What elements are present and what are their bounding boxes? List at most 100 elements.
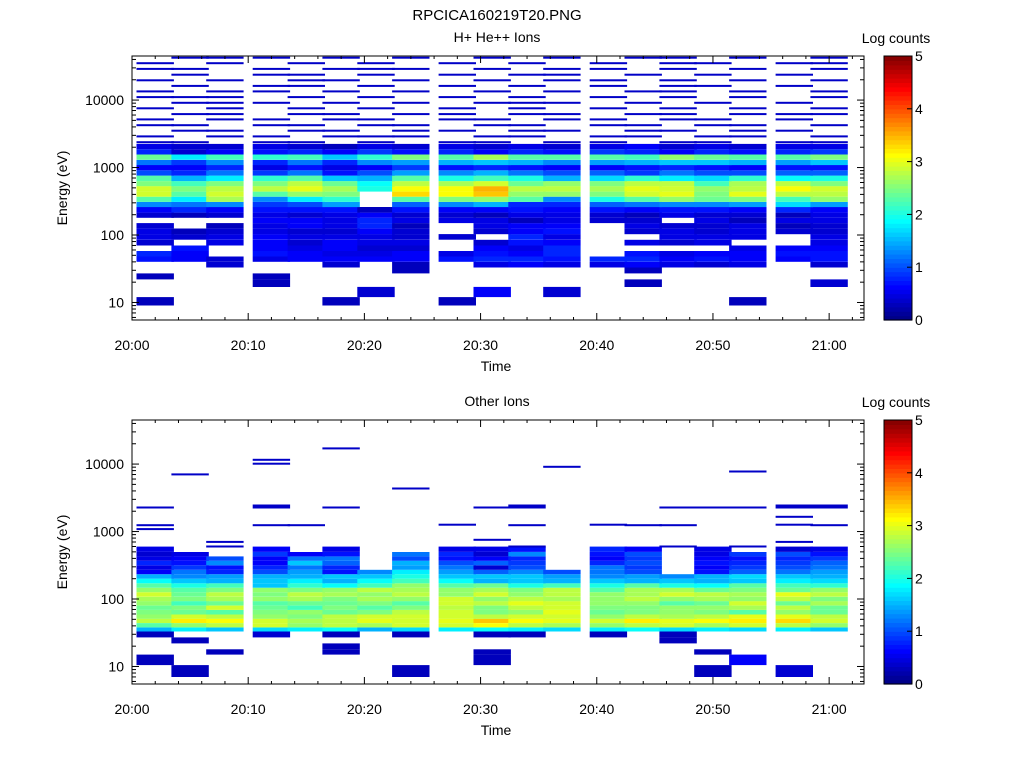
heatmap-cell [287,212,325,218]
panel-h-he-ions: H+ He++ Ions Log counts Energy (eV) Time… [54,29,930,374]
heatmap-cell [694,223,732,229]
colorbar-segment [884,464,912,469]
heatmap-cell [473,552,511,557]
colorbar-tick-label: 5 [915,412,923,428]
colorbar-segment [884,280,912,286]
panel-title: Other Ions [464,393,529,409]
heatmap-cell [775,118,813,121]
heatmap-cell [322,118,360,121]
heatmap-cell [543,143,581,150]
heatmap-cell [543,186,581,192]
heatmap-cell [392,601,430,606]
heatmap-cell [171,623,209,628]
heatmap-cell [729,556,767,561]
heatmap-cell [287,524,325,527]
heatmap-cell [392,596,430,602]
heatmap-cell [508,545,546,548]
heatmap-cell [589,618,628,623]
heatmap-cell [438,107,476,110]
heatmap-cell [473,223,511,229]
heatmap-cell [438,118,476,121]
heatmap-cell [171,627,209,632]
heatmap-cell [589,191,628,197]
heatmap-cell [171,665,209,677]
heatmap-cell [694,186,732,192]
heatmap-cell [473,538,511,541]
heatmap-cell [624,596,662,602]
heatmap-cell [508,223,546,229]
colorbar-segment [884,236,912,242]
colorbar-segment [884,188,912,193]
heatmap-cell [775,101,813,104]
heatmap-cell [589,107,628,110]
heatmap-cell [729,609,767,615]
heatmap-cell [392,583,430,588]
heatmap-cell [543,234,581,240]
heatmap-cell [438,592,476,597]
heatmap-cell [729,623,767,628]
heatmap-cell [589,96,628,99]
heatmap-cell [287,73,325,76]
x-tick-label: 20:20 [347,701,382,717]
colorbar-segment [884,311,912,317]
heatmap-cell [729,256,767,262]
colorbar-segment [884,525,912,531]
heatmap-cell [543,170,581,176]
heatmap-cell [322,447,360,450]
heatmap-cell [392,90,430,93]
heatmap-cell [589,569,628,575]
heatmap-cell [810,207,848,213]
heatmap-cell [624,560,662,566]
heatmap-cell [543,196,581,202]
heatmap-cell [136,552,174,557]
heatmap-cell [287,256,325,262]
heatmap-cell [392,159,430,166]
heatmap-cell [438,618,476,623]
colorbar-segment [884,298,912,303]
heatmap-cell [589,609,628,615]
heatmap-cell [624,609,662,615]
heatmap-cell [810,578,848,584]
heatmap-cell [438,212,476,218]
heatmap-cell [624,524,662,527]
heatmap-cell [659,596,697,602]
heatmap-cell [357,609,395,615]
heatmap-cell [136,578,174,584]
heatmap-cell [775,175,813,182]
colorbar-segment [884,170,912,176]
heatmap-cell [543,118,581,121]
heatmap-cell [543,261,581,268]
heatmap-cell [589,207,628,213]
heatmap-cell [473,574,511,579]
heatmap-cell [252,196,291,202]
heatmap-cell [508,609,546,615]
heatmap-cell [136,605,174,610]
heatmap-cell [136,90,174,93]
heatmap-cell [438,601,476,606]
heatmap-cell [392,181,430,187]
heatmap-cell [357,154,395,160]
heatmap-cell [729,618,767,623]
x-tick-label: 20:00 [114,701,149,717]
heatmap-cell [136,143,174,150]
heatmap-cell [136,239,174,246]
colorbar-tick-label: 4 [915,465,923,481]
heatmap-cell [473,165,511,171]
heatmap-cell [206,649,244,655]
colorbar-segment [884,428,912,434]
heatmap-cell [659,143,697,150]
heatmap-cell [438,170,476,176]
heatmap-cell [810,601,848,606]
heatmap-cell [392,609,430,615]
heatmap-cell [694,614,732,619]
heatmap-cell [694,143,732,150]
heatmap-cell [438,574,476,579]
colorbar-segment [884,512,912,518]
heatmap-cell [287,107,325,110]
heatmap-cell [287,574,325,579]
heatmap-cell [624,587,662,593]
colorbar-segment [884,437,912,443]
heatmap-cell [508,605,546,610]
heatmap-cell [136,135,174,138]
heatmap-cell [136,165,174,171]
